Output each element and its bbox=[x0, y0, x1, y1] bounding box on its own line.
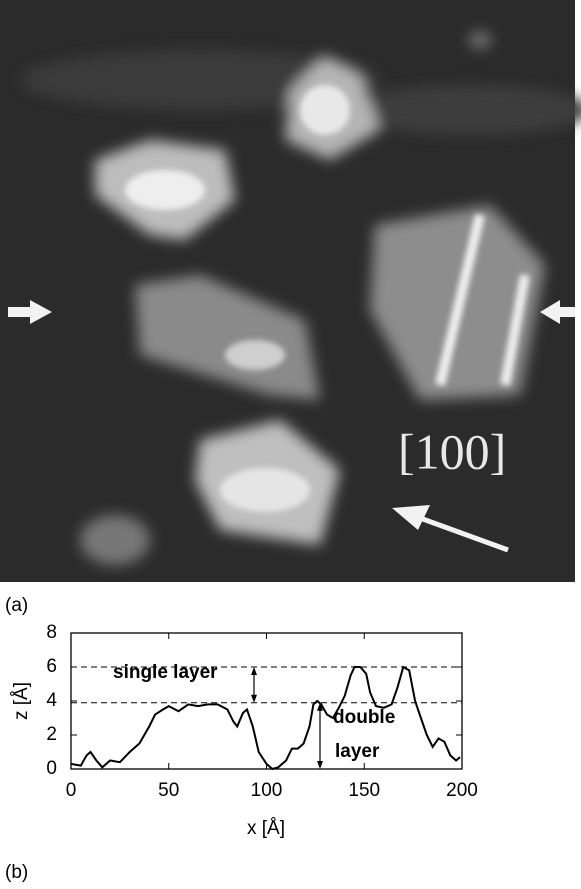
arrow-head bbox=[251, 694, 257, 703]
panel-label: (b) bbox=[5, 862, 28, 883]
x-tick-label: 200 bbox=[446, 780, 478, 801]
x-tick-label: 50 bbox=[158, 780, 179, 801]
arrow-head bbox=[317, 702, 323, 711]
y-axis-label: z [Å] bbox=[11, 682, 32, 720]
x-tick-label: 100 bbox=[251, 780, 283, 801]
y-tick-label: 8 bbox=[46, 622, 57, 643]
y-tick-label: 2 bbox=[46, 724, 57, 745]
annotation: layer bbox=[335, 741, 380, 762]
stm-image: [100] bbox=[0, 0, 581, 582]
annotation: double bbox=[333, 707, 395, 728]
y-tick-label: 6 bbox=[46, 656, 57, 677]
direction-label: [100] bbox=[398, 423, 506, 479]
x-tick-label: 0 bbox=[66, 780, 77, 801]
x-tick-label: 150 bbox=[348, 780, 380, 801]
x-axis-label: x [Å] bbox=[247, 818, 285, 839]
annotation: single layer bbox=[113, 662, 218, 683]
plot-frame bbox=[70, 632, 463, 770]
y-tick-label: 4 bbox=[46, 690, 57, 711]
arrow-head bbox=[317, 761, 323, 769]
y-tick-label: 0 bbox=[46, 758, 57, 779]
profile-line bbox=[70, 665, 461, 771]
panel-label: (a) bbox=[5, 595, 28, 616]
arrow-head bbox=[251, 667, 257, 675]
